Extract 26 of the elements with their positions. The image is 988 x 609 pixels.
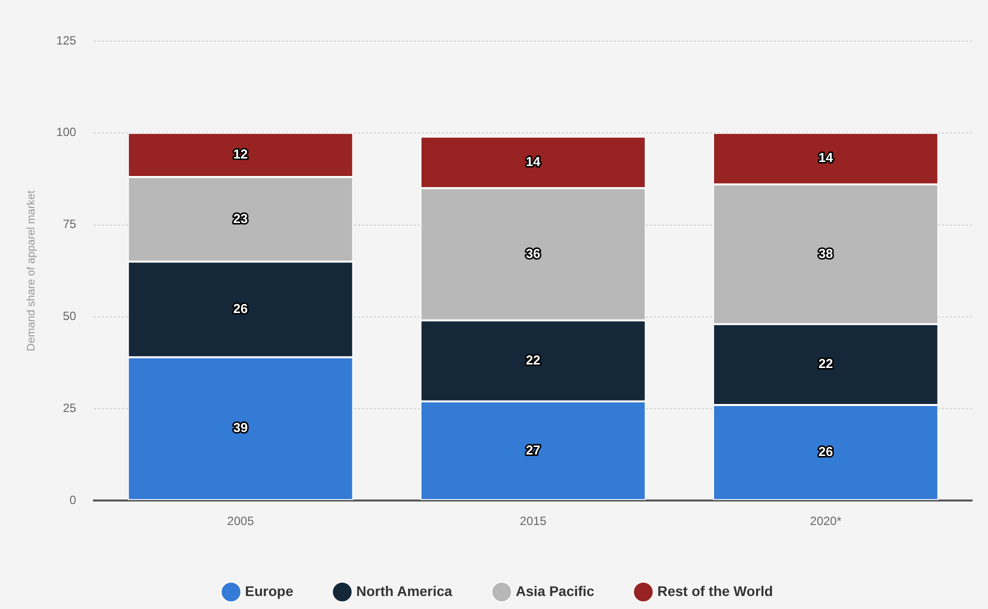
y-tick-label: 75 [62, 217, 77, 232]
legend-label: Europe [245, 582, 294, 599]
x-tick-label: 2005 [227, 514, 254, 528]
legend-label: North America [356, 582, 452, 599]
data-label: 12 [233, 146, 248, 162]
y-tick-label: 25 [62, 400, 77, 415]
y-tick-label: 125 [56, 33, 77, 48]
data-label: 14 [818, 150, 834, 166]
x-tick-label: 2015 [520, 514, 547, 528]
legend-label: Asia Pacific [516, 582, 595, 599]
data-label: 36 [526, 246, 540, 261]
data-label: 26 [233, 300, 248, 316]
data-label: 22 [526, 352, 540, 368]
data-label: 27 [526, 442, 540, 458]
y-tick-label: 0 [70, 492, 77, 507]
data-label: 39 [233, 420, 248, 436]
data-label: 14 [526, 154, 542, 169]
data-label: 38 [818, 246, 833, 261]
data-label: 26 [818, 444, 833, 460]
x-tick-label: 2020* [810, 514, 842, 528]
y-tick-label: 50 [62, 309, 77, 324]
data-label: 22 [818, 356, 833, 372]
y-axis-title: Demand share of apparel market [26, 190, 38, 352]
legend-label: Rest of the World [657, 582, 773, 599]
y-tick-label: 100 [56, 125, 77, 140]
data-label: 23 [233, 210, 248, 226]
